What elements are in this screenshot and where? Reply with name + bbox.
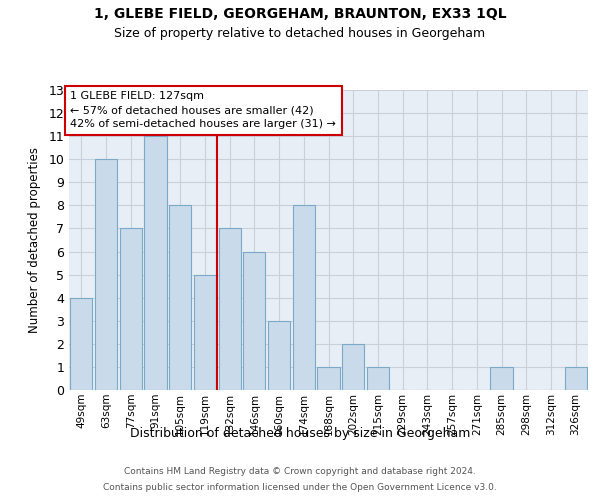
Bar (490, 367, 512, 390)
Bar (342, 344, 364, 390)
Bar (218, 228, 241, 390)
Bar (268, 321, 290, 390)
Text: 1 GLEBE FIELD: 127sqm
← 57% of detached houses are smaller (42)
42% of semi-deta: 1 GLEBE FIELD: 127sqm ← 57% of detached … (70, 91, 336, 129)
Bar (293, 206, 315, 390)
Text: 1, GLEBE FIELD, GEORGEHAM, BRAUNTON, EX33 1QL: 1, GLEBE FIELD, GEORGEHAM, BRAUNTON, EX3… (94, 8, 506, 22)
Text: Contains public sector information licensed under the Open Government Licence v3: Contains public sector information licen… (103, 482, 497, 492)
Bar (119, 228, 142, 390)
Y-axis label: Number of detached properties: Number of detached properties (28, 147, 41, 333)
Bar (367, 367, 389, 390)
Bar (169, 206, 191, 390)
Bar (194, 274, 216, 390)
Bar (145, 136, 167, 390)
Bar (565, 367, 587, 390)
Text: Contains HM Land Registry data © Crown copyright and database right 2024.: Contains HM Land Registry data © Crown c… (124, 468, 476, 476)
Text: Size of property relative to detached houses in Georgeham: Size of property relative to detached ho… (115, 28, 485, 40)
Bar (317, 367, 340, 390)
Bar (70, 298, 92, 390)
Bar (243, 252, 265, 390)
Bar (95, 159, 117, 390)
Text: Distribution of detached houses by size in Georgeham: Distribution of detached houses by size … (130, 428, 470, 440)
